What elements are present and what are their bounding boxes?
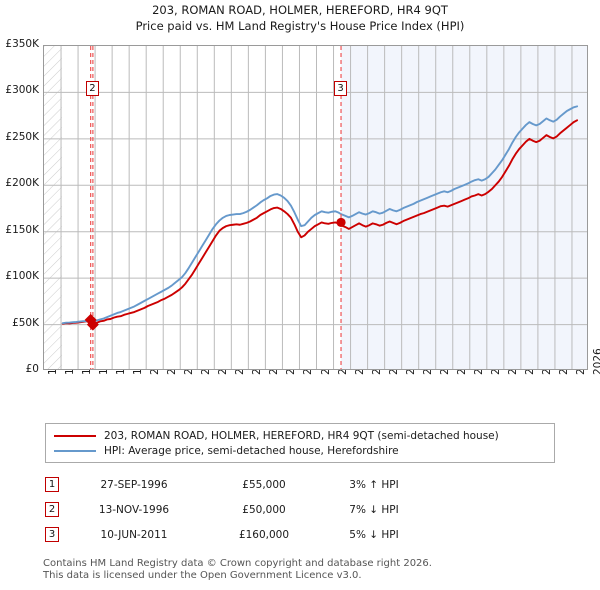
footer-line-2: This data is licensed under the Open Gov… (43, 570, 362, 581)
y-axis-tick-label: £200K (5, 177, 39, 190)
y-axis-tick-label: £50K (12, 316, 39, 329)
chart-marker-box-3: 3 (334, 81, 348, 96)
title-address: 203, ROMAN ROAD, HOLMER, HEREFORD, HR4 9… (152, 3, 448, 17)
legend-item-label: HPI: Average price, semi-detached house,… (104, 444, 399, 457)
transaction-price: £55,000 (242, 478, 286, 491)
table-row: 2 13-NOV-1996 £50,000 7% ↓ HPI (45, 497, 465, 522)
title-subtitle: Price paid vs. HM Land Registry's House … (135, 19, 465, 33)
y-axis-tick-label: £250K (5, 130, 39, 143)
transaction-price: £50,000 (242, 503, 286, 516)
x-axis-tick-label: 2026 (592, 348, 600, 375)
transaction-date: 13-NOV-1996 (98, 503, 170, 516)
legend-item-label: 203, ROMAN ROAD, HOLMER, HEREFORD, HR4 9… (104, 429, 499, 442)
chart-marker-box-2: 2 (85, 81, 99, 96)
legend-item: HPI: Average price, semi-detached house,… (52, 443, 548, 458)
transaction-date: 27-SEP-1996 (100, 478, 168, 491)
legend-color-swatch (54, 449, 96, 452)
table-row: 1 27-SEP-1996 £55,000 3% ↑ HPI (45, 472, 465, 497)
y-axis-tick-label: £100K (5, 270, 39, 283)
transaction-hpi-delta: 3% ↑ HPI (349, 478, 399, 491)
chart-legend: 203, ROMAN ROAD, HOLMER, HEREFORD, HR4 9… (45, 423, 555, 463)
transaction-index-badge: 1 (45, 477, 59, 492)
y-axis-tick-label: £300K (5, 84, 39, 97)
y-axis-tick-label: £0 (25, 363, 39, 375)
y-axis-tick-label: £350K (5, 38, 39, 50)
series-line-property (61, 119, 579, 326)
page-title: 203, ROMAN ROAD, HOLMER, HEREFORD, HR4 9… (0, 2, 600, 34)
footer-attribution: Contains HM Land Registry data © Crown c… (43, 558, 583, 582)
y-axis-tick-label: £150K (5, 223, 39, 236)
legend-item: 203, ROMAN ROAD, HOLMER, HEREFORD, HR4 9… (52, 428, 548, 443)
no-data-region (44, 46, 62, 369)
footer-line-1: Contains HM Land Registry data © Crown c… (43, 558, 432, 569)
legend-color-swatch (54, 434, 96, 437)
transaction-hpi-delta: 7% ↓ HPI (349, 503, 399, 516)
transaction-price: £160,000 (238, 528, 290, 541)
transaction-date: 10-JUN-2011 (100, 528, 168, 541)
transaction-hpi-delta: 5% ↓ HPI (349, 528, 399, 541)
transaction-index-badge: 2 (45, 502, 59, 517)
transactions-table: 1 27-SEP-1996 £55,000 3% ↑ HPI 2 13-NOV-1996 £… (45, 472, 465, 547)
table-row: 3 10-JUN-2011 £160,000 5% ↓ HPI (45, 522, 465, 547)
chart-plot-area (43, 45, 588, 370)
transaction-index-badge: 3 (45, 527, 59, 542)
transaction-point-marker (336, 217, 346, 228)
shaded-forecast-region (341, 46, 587, 369)
transaction-point-marker (86, 318, 99, 331)
series-line-hpi (61, 105, 579, 325)
chart-svg (44, 46, 587, 369)
